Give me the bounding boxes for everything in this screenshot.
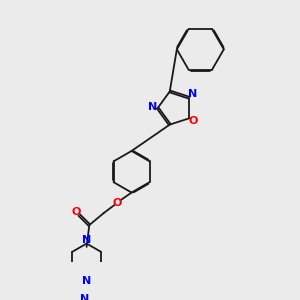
- Text: O: O: [71, 207, 81, 217]
- Text: N: N: [188, 89, 197, 99]
- Text: O: O: [113, 198, 122, 208]
- Text: N: N: [82, 276, 91, 286]
- Text: N: N: [148, 102, 158, 112]
- Text: N: N: [80, 293, 90, 300]
- Text: O: O: [189, 116, 198, 126]
- Text: N: N: [82, 235, 91, 244]
